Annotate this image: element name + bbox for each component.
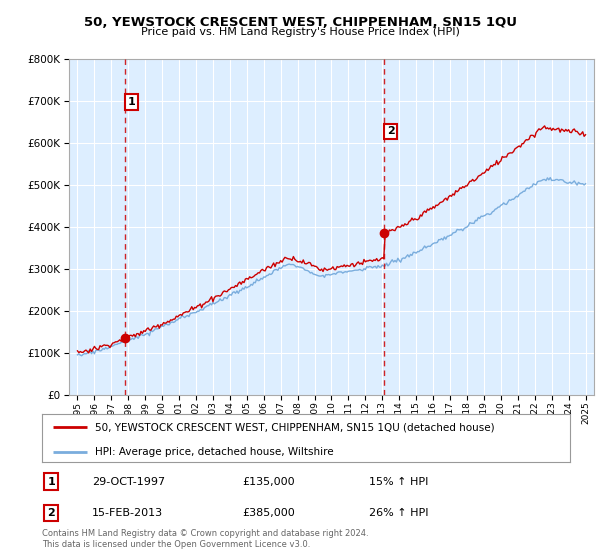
Text: £135,000: £135,000: [242, 477, 295, 487]
Text: 1: 1: [128, 97, 136, 107]
Text: 29-OCT-1997: 29-OCT-1997: [92, 477, 165, 487]
Text: 2: 2: [387, 127, 395, 137]
Text: HPI: Average price, detached house, Wiltshire: HPI: Average price, detached house, Wilt…: [95, 446, 334, 456]
Text: Price paid vs. HM Land Registry's House Price Index (HPI): Price paid vs. HM Land Registry's House …: [140, 27, 460, 37]
Text: 50, YEWSTOCK CRESCENT WEST, CHIPPENHAM, SN15 1QU (detached house): 50, YEWSTOCK CRESCENT WEST, CHIPPENHAM, …: [95, 422, 494, 432]
Text: 50, YEWSTOCK CRESCENT WEST, CHIPPENHAM, SN15 1QU: 50, YEWSTOCK CRESCENT WEST, CHIPPENHAM, …: [83, 16, 517, 29]
Text: 1: 1: [47, 477, 55, 487]
Text: 26% ↑ HPI: 26% ↑ HPI: [370, 508, 429, 518]
Text: Contains HM Land Registry data © Crown copyright and database right 2024.
This d: Contains HM Land Registry data © Crown c…: [42, 529, 368, 549]
Text: 15% ↑ HPI: 15% ↑ HPI: [370, 477, 429, 487]
Text: £385,000: £385,000: [242, 508, 295, 518]
Text: 2: 2: [47, 508, 55, 518]
Text: 15-FEB-2013: 15-FEB-2013: [92, 508, 163, 518]
